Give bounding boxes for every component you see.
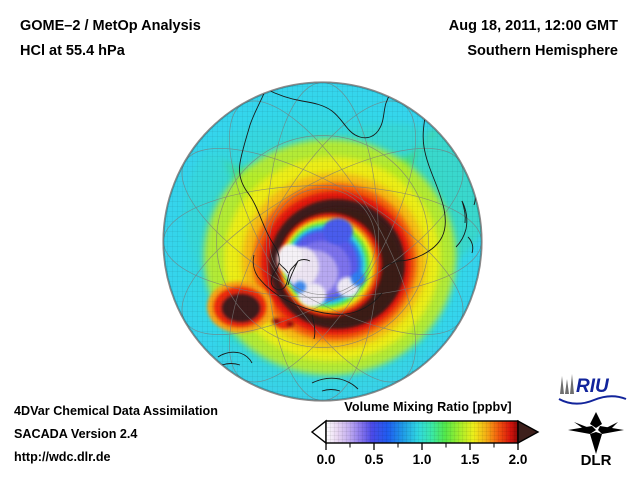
page-title: GOME–2 / MetOp Analysis [20, 18, 201, 34]
riu-logo: RIU [556, 372, 628, 411]
colorbar-ticks [325, 443, 519, 450]
riu-towers-icon [560, 374, 574, 394]
riu-logo-label: RIU [576, 376, 610, 397]
footer-left: 4DVar Chemical Data Assimilation SACADA … [14, 400, 218, 469]
header-left: GOME–2 / MetOp Analysis HCl at 55.4 hPa [20, 14, 201, 64]
footer-version-label: SACADA Version 2.4 [14, 427, 138, 441]
footer-url-link[interactable]: http://wdc.dlr.de [14, 450, 111, 464]
colorbar: Volume Mixing Ratio [ppbv] [306, 400, 546, 467]
dlr-logo-label: DLR [581, 452, 612, 468]
colorbar-under-arrow [310, 419, 327, 445]
region-label: Southern Hemisphere [467, 43, 618, 59]
colorbar-title: Volume Mixing Ratio [ppbv] [344, 400, 512, 414]
colorbar-minor-ticks [349, 443, 495, 448]
page-subtitle: HCl at 55.4 hPa [20, 43, 125, 59]
colorbar-tick-label: 1.0 [413, 452, 432, 467]
riu-wave-icon [558, 395, 627, 405]
dlr-logo: DLR [566, 410, 628, 473]
colorbar-over-arrow [517, 419, 540, 445]
footer-method-label: 4DVar Chemical Data Assimilation [14, 404, 218, 418]
globe-outline [162, 81, 483, 402]
map-data-layer [163, 82, 482, 401]
colorbar-tick-labels: 0.0 0.5 1.0 1.5 2.0 [317, 452, 528, 467]
colorbar-tick-label: 1.5 [461, 452, 480, 467]
dlr-mark-icon [568, 412, 624, 454]
header-right: Aug 18, 2011, 12:00 GMT Southern Hemisph… [449, 14, 618, 64]
colorbar-tick-label: 0.5 [365, 452, 384, 467]
colorbar-tick-label: 2.0 [509, 452, 528, 467]
colorbar-tick-label: 0.0 [317, 452, 336, 467]
orthographic-globe-map [162, 81, 483, 402]
timestamp-label: Aug 18, 2011, 12:00 GMT [448, 18, 618, 34]
